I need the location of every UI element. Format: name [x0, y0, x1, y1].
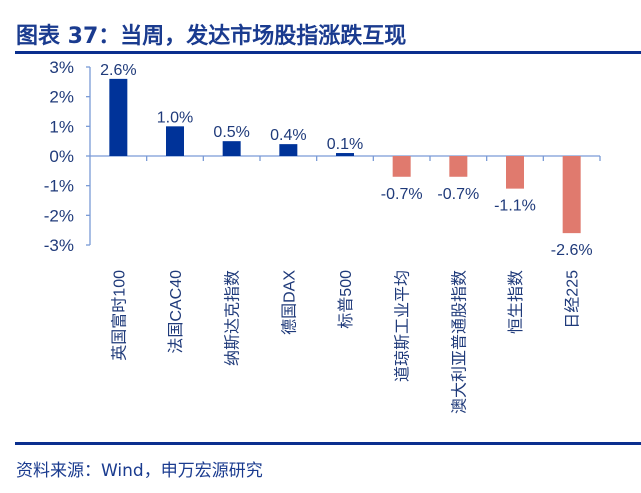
y-tick-label: 1%	[49, 117, 74, 136]
data-label: 0.5%	[213, 124, 249, 141]
data-label: 2.6%	[100, 62, 136, 79]
y-tick-label: 3%	[49, 58, 74, 77]
x-tick-label: 道琼斯工业平均	[394, 270, 412, 382]
data-label: -0.7%	[437, 186, 479, 203]
x-tick-label: 英国富时100	[110, 270, 128, 361]
bar	[166, 126, 184, 156]
bar	[222, 141, 241, 156]
bar	[109, 78, 128, 156]
x-tick-label: 标普500	[337, 270, 355, 329]
x-tick-label: 澳大利亚普通股指数	[450, 270, 468, 414]
x-tick-label: 德国DAX	[280, 270, 298, 335]
y-tick-label: 2%	[49, 88, 74, 107]
y-tick-label: -2%	[44, 206, 74, 225]
footer-divider	[15, 442, 641, 445]
bar	[392, 156, 411, 177]
title-divider	[15, 51, 641, 54]
data-label: 0.1%	[327, 136, 363, 153]
data-label: 0.4%	[270, 127, 306, 144]
x-tick-label: 纳斯达克指数	[224, 270, 242, 366]
data-label: 1.0%	[157, 109, 193, 126]
y-tick-label: 0%	[49, 147, 74, 166]
bar	[449, 156, 468, 177]
bar	[336, 153, 354, 156]
x-tick-label: 法国CAC40	[167, 270, 185, 354]
data-label: -0.7%	[381, 186, 423, 203]
y-tick-label: -1%	[44, 177, 74, 196]
y-tick-label: -3%	[44, 236, 74, 255]
x-tick-label: 日经225	[564, 270, 582, 329]
data-label: -1.1%	[494, 198, 536, 215]
data-label: -2.6%	[551, 242, 593, 259]
x-tick-label: 恒生指数	[507, 270, 525, 334]
bar	[506, 156, 524, 189]
bar	[562, 156, 581, 234]
source-note: 资料来源：Wind，申万宏源研究	[16, 461, 263, 481]
chart-title: 图表 37：当周，发达市场股指涨跌互现	[16, 24, 407, 49]
bar	[279, 144, 298, 156]
